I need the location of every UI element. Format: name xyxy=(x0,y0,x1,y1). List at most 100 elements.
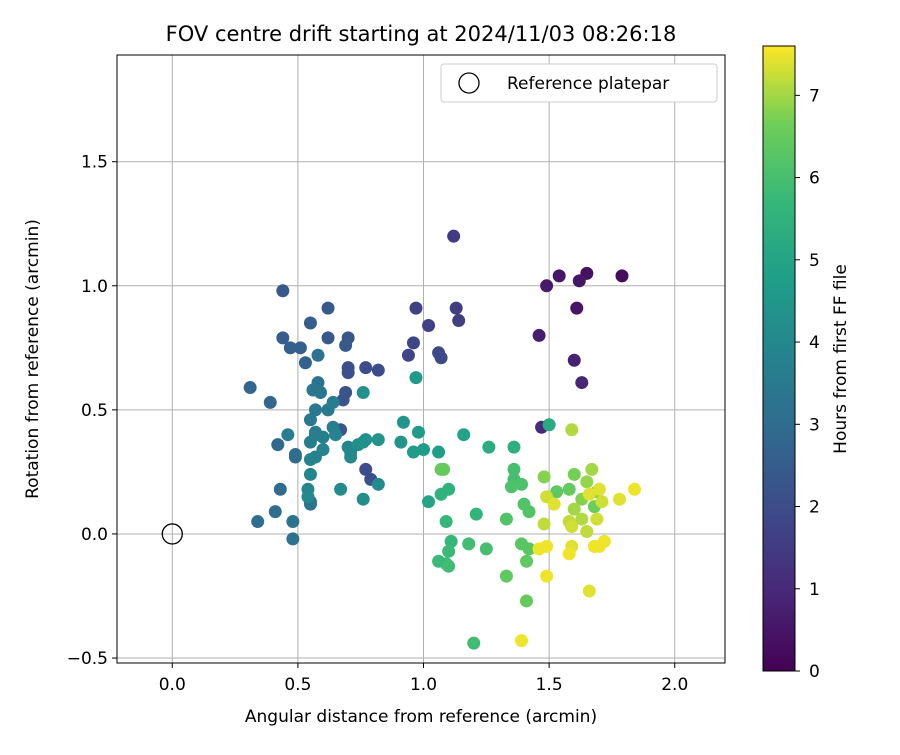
data-point xyxy=(562,547,576,561)
x-axis-label: Angular distance from reference (arcmin) xyxy=(245,707,597,727)
data-point xyxy=(314,386,328,400)
data-point xyxy=(452,314,466,328)
data-point xyxy=(499,569,513,583)
data-point xyxy=(540,569,554,583)
data-point xyxy=(628,482,642,496)
data-point xyxy=(303,413,317,427)
data-point xyxy=(592,482,606,496)
legend: Reference platepar xyxy=(440,63,718,103)
data-point xyxy=(321,301,335,315)
data-point xyxy=(371,477,385,491)
data-point xyxy=(308,450,322,464)
data-point xyxy=(417,443,431,457)
colorbar-tick-label: 7 xyxy=(809,86,820,106)
colorbar-tick-label: 2 xyxy=(809,498,820,518)
colorbar-label: Hours from first FF file xyxy=(831,264,851,454)
data-point xyxy=(411,425,425,439)
colorbar-tick-label: 3 xyxy=(809,415,820,435)
grid-lines xyxy=(117,55,725,663)
data-point xyxy=(590,512,604,526)
data-point xyxy=(542,418,556,432)
data-point xyxy=(396,415,410,429)
data-point xyxy=(572,274,586,288)
data-point xyxy=(522,542,536,556)
data-point xyxy=(281,428,295,442)
data-point xyxy=(359,361,373,375)
data-point xyxy=(409,301,423,315)
data-point xyxy=(311,348,325,362)
data-point xyxy=(422,495,436,509)
colorbar-tick-label: 5 xyxy=(809,251,820,271)
y-tick-label: 0.0 xyxy=(81,525,108,545)
data-point xyxy=(321,331,335,345)
data-point xyxy=(301,490,315,504)
data-point xyxy=(439,515,453,529)
x-tick-label: 1.0 xyxy=(410,675,437,695)
x-axis-ticks: 0.0 0.5 1.0 1.5 2.0 xyxy=(159,663,688,695)
data-point xyxy=(532,542,546,556)
data-point xyxy=(550,485,564,499)
data-point xyxy=(514,477,528,491)
colorbar-tick-label: 4 xyxy=(809,333,820,353)
data-point xyxy=(286,532,300,546)
y-tick-label: −0.5 xyxy=(67,649,108,669)
data-point xyxy=(406,336,420,350)
data-point xyxy=(575,512,589,526)
plot-frame xyxy=(116,54,726,664)
data-point xyxy=(303,316,317,330)
y-tick-label: 1.5 xyxy=(81,153,108,173)
data-point xyxy=(479,542,493,556)
data-point xyxy=(263,395,277,409)
data-point xyxy=(308,403,322,417)
data-point xyxy=(592,539,606,553)
data-point xyxy=(293,341,307,355)
data-point xyxy=(359,462,373,476)
data-point xyxy=(567,467,581,481)
chart-title: FOV centre drift starting at 2024/11/03 … xyxy=(166,22,677,46)
data-point xyxy=(570,301,584,315)
data-point xyxy=(339,338,353,352)
data-point xyxy=(273,482,287,496)
data-point xyxy=(371,363,385,377)
data-point xyxy=(288,450,302,464)
data-point xyxy=(499,512,513,526)
data-point xyxy=(562,482,576,496)
data-point xyxy=(552,269,566,283)
data-point xyxy=(442,544,456,558)
data-point xyxy=(507,462,521,476)
data-point xyxy=(537,470,551,484)
data-point xyxy=(467,636,481,650)
data-point xyxy=(522,505,536,519)
data-point xyxy=(406,445,420,459)
data-point xyxy=(371,433,385,447)
reference-platepar-marker xyxy=(161,523,183,545)
data-point xyxy=(540,279,554,293)
data-point xyxy=(532,328,546,342)
data-point xyxy=(434,487,448,501)
y-axis-label: Rotation from reference (arcmin) xyxy=(23,219,43,499)
data-point xyxy=(268,505,282,519)
data-point xyxy=(329,428,343,442)
data-point xyxy=(303,435,317,449)
data-point xyxy=(580,475,594,489)
data-point xyxy=(469,507,483,521)
y-axis-ticks: −0.5 0.0 0.5 1.0 1.5 xyxy=(67,153,117,669)
y-tick-label: 0.5 xyxy=(81,401,108,421)
data-point xyxy=(401,348,415,362)
data-point xyxy=(432,445,446,459)
colorbar: 0 1 2 3 4 5 6 7 Hours from first FF file xyxy=(762,45,851,682)
data-point xyxy=(567,502,581,516)
data-point xyxy=(447,229,461,243)
data-point xyxy=(580,524,594,538)
data-point xyxy=(243,381,257,395)
data-point xyxy=(514,634,528,648)
colorbar-tick-label: 6 xyxy=(809,169,820,189)
data-point xyxy=(482,440,496,454)
data-point xyxy=(457,428,471,442)
data-point xyxy=(303,467,317,481)
colorbar-ticks: 0 1 2 3 4 5 6 7 xyxy=(795,86,820,682)
data-point xyxy=(276,284,290,298)
data-point xyxy=(565,520,579,534)
data-point xyxy=(582,584,596,598)
